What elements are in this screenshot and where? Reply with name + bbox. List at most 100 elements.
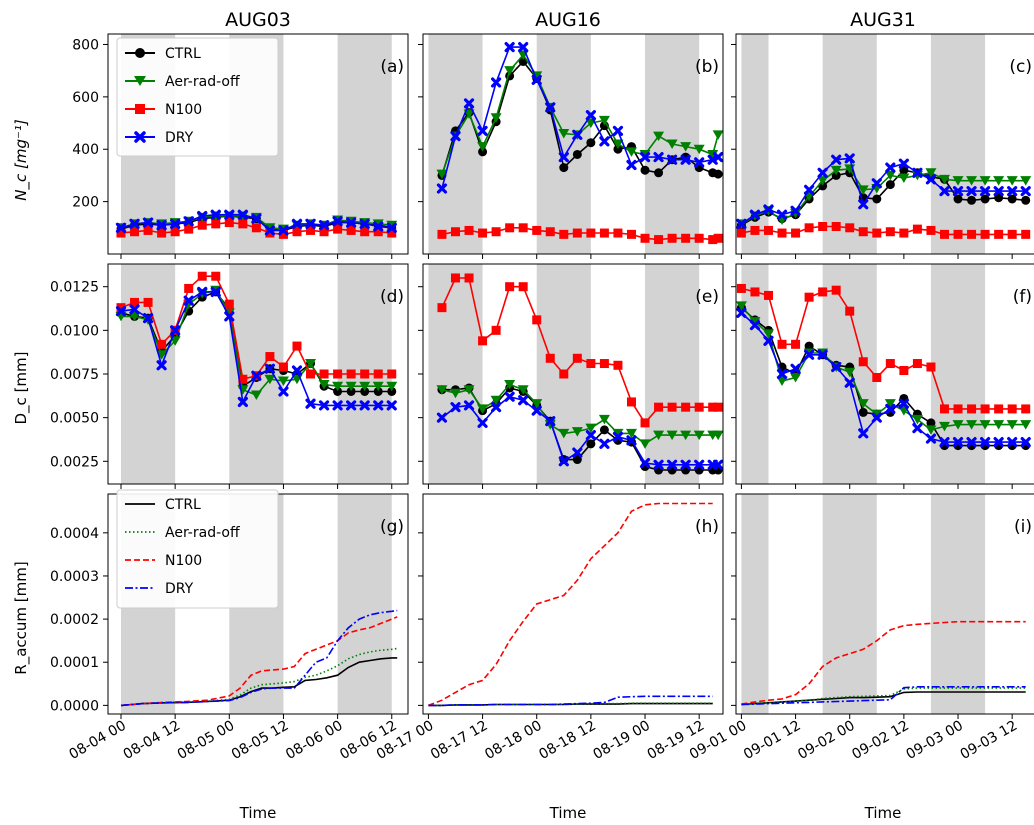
marker-n100 xyxy=(899,366,909,376)
marker-dry xyxy=(373,400,384,411)
marker-n100 xyxy=(750,287,760,297)
marker-aer-rad-off xyxy=(979,176,991,186)
marker-aer-rad-off xyxy=(898,173,910,184)
marker-n100 xyxy=(306,225,316,235)
marker-n100 xyxy=(130,297,140,307)
series-line-n100 xyxy=(441,277,719,425)
marker-n100 xyxy=(858,357,868,367)
marker-dry xyxy=(251,213,262,224)
marker-dry xyxy=(790,205,801,216)
ylabel-dc: D_c [mm] xyxy=(12,352,31,425)
y-tick-label: 0.0100 xyxy=(50,323,99,339)
marker-n100 xyxy=(491,227,501,237)
marker-n100 xyxy=(333,224,343,234)
marker-aer-rad-off xyxy=(817,176,829,186)
marker-n100 xyxy=(450,227,460,237)
marker-dry xyxy=(844,153,855,164)
marker-n100 xyxy=(953,404,963,414)
marker-dry xyxy=(210,286,221,298)
marker-n100 xyxy=(694,402,704,412)
marker-dry xyxy=(585,110,596,121)
marker-n100 xyxy=(278,229,288,239)
marker-n100 xyxy=(654,235,664,245)
marker-n100 xyxy=(681,233,691,243)
marker-aer-rad-off xyxy=(531,399,543,409)
panel-label: (c) xyxy=(1009,57,1032,77)
marker-aer-rad-off xyxy=(938,174,950,185)
marker-aer-rad-off xyxy=(612,428,624,439)
marker-dry xyxy=(736,218,747,229)
marker-aer-rad-off xyxy=(277,376,289,386)
marker-n100 xyxy=(640,418,650,428)
marker-n100 xyxy=(872,372,882,382)
marker-n100 xyxy=(157,228,167,238)
marker-n100 xyxy=(545,353,555,363)
marker-n100 xyxy=(464,225,474,235)
marker-dry xyxy=(804,184,815,195)
marker-dry xyxy=(666,459,678,470)
marker-n100 xyxy=(346,225,356,235)
marker-dry xyxy=(898,398,909,409)
marker-n100 xyxy=(750,225,760,235)
marker-n100 xyxy=(708,235,718,245)
marker-dry xyxy=(332,216,343,227)
marker-aer-rad-off xyxy=(504,66,516,76)
night-shading xyxy=(120,264,176,484)
series-line-n100 xyxy=(120,616,398,707)
marker-aer-rad-off xyxy=(653,131,665,142)
marker-ctrl xyxy=(346,386,356,396)
marker-n100 xyxy=(599,359,609,369)
marker-dry xyxy=(979,186,991,197)
marker-aer-rad-off xyxy=(598,414,610,425)
marker-n100 xyxy=(306,369,316,379)
series-line-aer-rad-off xyxy=(120,647,398,707)
y-tick-label: 0.0003 xyxy=(50,569,99,585)
series-line-aer-rad-off xyxy=(428,702,713,707)
marker-n100 xyxy=(143,297,153,307)
marker-dry xyxy=(545,416,556,427)
x-tick-label: 08-04 00 xyxy=(66,718,129,763)
panel-label: (i) xyxy=(1014,517,1032,537)
marker-dry xyxy=(858,199,869,210)
marker-dry xyxy=(463,400,475,411)
marker-n100 xyxy=(559,229,569,239)
marker-dry xyxy=(142,313,154,324)
x-tick-label: 09-02 12 xyxy=(849,718,912,763)
marker-aer-rad-off xyxy=(558,129,570,139)
marker-n100 xyxy=(736,228,746,238)
marker-dry xyxy=(129,218,140,229)
marker-n100 xyxy=(559,369,569,379)
panel-frame xyxy=(422,33,724,255)
y-tick-label: 0.0075 xyxy=(50,367,99,383)
marker-aer-rad-off xyxy=(993,420,1005,430)
marker-dry xyxy=(952,436,964,448)
legend-top: CTRL Aer-rad-off N100 DRY xyxy=(116,37,279,157)
marker-aer-rad-off xyxy=(712,430,724,441)
marker-aer-rad-off xyxy=(952,176,964,186)
marker-ctrl xyxy=(640,165,650,175)
marker-ctrl xyxy=(953,194,963,204)
marker-n100 xyxy=(157,339,167,349)
panel-frame xyxy=(735,33,1034,255)
marker-n100 xyxy=(292,341,302,351)
y-tick-label: 0.0004 xyxy=(50,526,99,542)
marker-dry xyxy=(531,74,542,85)
xlabel-col-2: Time xyxy=(549,804,587,822)
marker-dry xyxy=(585,430,596,441)
marker-ctrl xyxy=(1021,195,1031,205)
marker-dry xyxy=(436,412,448,423)
x-tick-label: 08-06 00 xyxy=(283,718,346,763)
marker-aer-rad-off xyxy=(372,381,384,392)
marker-dry xyxy=(183,295,194,306)
marker-dry xyxy=(925,433,937,444)
marker-dry xyxy=(912,423,923,434)
marker-n100 xyxy=(491,325,501,335)
series-line-n100 xyxy=(428,502,713,707)
marker-dry xyxy=(804,349,815,360)
marker-ctrl xyxy=(559,163,569,173)
marker-aer-rad-off xyxy=(979,420,991,430)
marker-n100 xyxy=(926,362,936,372)
marker-n100 xyxy=(763,290,773,300)
marker-dry xyxy=(966,186,977,197)
